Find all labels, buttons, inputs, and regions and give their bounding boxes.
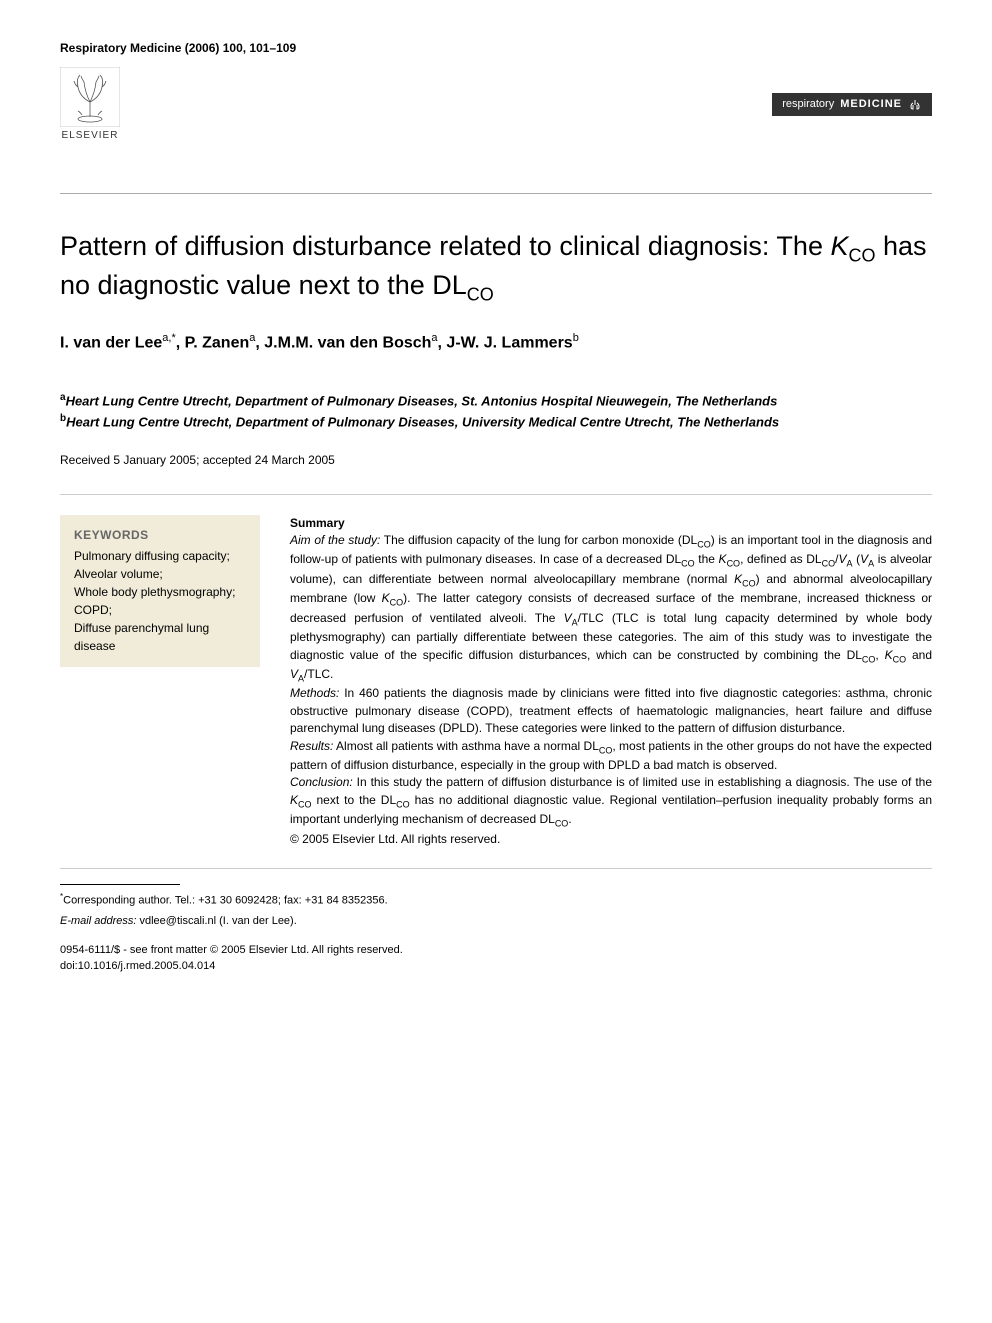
- results-label: Results:: [290, 739, 333, 753]
- issn-line: 0954-6111/$ - see front matter © 2005 El…: [60, 942, 932, 959]
- author-3: J.M.M. van den Bosch: [264, 335, 431, 352]
- author-4: J-W. J. Lammers: [446, 335, 572, 352]
- aim-label: Aim of the study:: [290, 533, 380, 547]
- keywords-list: Pulmonary diffusing capacity; Alveolar v…: [74, 547, 246, 655]
- corresponding-author: *Corresponding author. Tel.: +31 30 6092…: [60, 891, 932, 909]
- affiliation-b: bHeart Lung Centre Utrecht, Department o…: [60, 411, 932, 432]
- affiliation-a: aHeart Lung Centre Utrecht, Department o…: [60, 390, 932, 411]
- author-1-star: *: [171, 332, 175, 344]
- keywords-box: KEYWORDS Pulmonary diffusing capacity; A…: [60, 515, 260, 668]
- divider3: [60, 868, 932, 869]
- author-4-sup: b: [573, 332, 579, 344]
- title-kco-sub: CO: [848, 245, 875, 265]
- elsevier-logo: ELSEVIER: [60, 67, 120, 143]
- author-1: I. van der Lee: [60, 335, 162, 352]
- journal-badge: respiratory MEDICINE: [772, 93, 932, 116]
- results-paragraph: Results: Almost all patients with asthma…: [290, 738, 932, 775]
- article-dates: Received 5 January 2005; accepted 24 Mar…: [60, 452, 932, 469]
- affiliations: aHeart Lung Centre Utrecht, Department o…: [60, 390, 932, 432]
- email-value: vdlee@tiscali.nl (I. van der Lee).: [136, 915, 296, 927]
- aff-b-text: Heart Lung Centre Utrecht, Department of…: [66, 414, 779, 429]
- elsevier-text: ELSEVIER: [62, 129, 119, 143]
- keywords-title: KEYWORDS: [74, 527, 246, 544]
- abstract-block: KEYWORDS Pulmonary diffusing capacity; A…: [60, 515, 932, 849]
- email-line: E-mail address: vdlee@tiscali.nl (I. van…: [60, 913, 932, 930]
- author-2: P. Zanen: [185, 335, 250, 352]
- journal-badge-text1: respiratory: [782, 97, 834, 112]
- title-dl-sub: CO: [467, 284, 494, 304]
- corr-text: Corresponding author. Tel.: +31 30 60924…: [63, 895, 388, 907]
- copyright-block: 0954-6111/$ - see front matter © 2005 El…: [60, 942, 932, 975]
- abstract-copyright: © 2005 Elsevier Ltd. All rights reserved…: [290, 831, 932, 848]
- title-kco-k: K: [830, 231, 848, 261]
- elsevier-tree-icon: [60, 67, 120, 127]
- summary-heading: Summary: [290, 516, 345, 530]
- divider: [60, 193, 932, 194]
- footer-short-divider: [60, 884, 180, 885]
- aff-a-text: Heart Lung Centre Utrecht, Department of…: [66, 393, 778, 408]
- header-row: Respiratory Medicine (2006) 100, 101–109: [60, 40, 932, 57]
- methods-paragraph: Methods: In 460 patients the diagnosis m…: [290, 685, 932, 737]
- logo-row: ELSEVIER respiratory MEDICINE: [60, 67, 932, 163]
- email-label: E-mail address:: [60, 915, 136, 927]
- conclusion-label: Conclusion:: [290, 775, 353, 789]
- journal-badge-text2: MEDICINE: [840, 97, 902, 112]
- footer-section: *Corresponding author. Tel.: +31 30 6092…: [60, 884, 932, 975]
- conclusion-paragraph: Conclusion: In this study the pattern of…: [290, 774, 932, 830]
- journal-citation: Respiratory Medicine (2006) 100, 101–109: [60, 40, 296, 57]
- methods-label: Methods:: [290, 686, 339, 700]
- title-part1: Pattern of diffusion disturbance related…: [60, 231, 830, 261]
- author-2-sup: a: [249, 332, 255, 344]
- article-title: Pattern of diffusion disturbance related…: [60, 229, 932, 307]
- divider2: [60, 494, 932, 495]
- lungs-icon: [908, 98, 922, 112]
- author-3-sup: a: [431, 332, 437, 344]
- abstract-content: Summary Aim of the study: The diffusion …: [290, 515, 932, 849]
- authors: I. van der Leea,*, P. Zanena, J.M.M. van…: [60, 331, 932, 355]
- aim-paragraph: Aim of the study: The diffusion capacity…: [290, 532, 932, 685]
- doi-line: doi:10.1016/j.rmed.2005.04.014: [60, 958, 932, 975]
